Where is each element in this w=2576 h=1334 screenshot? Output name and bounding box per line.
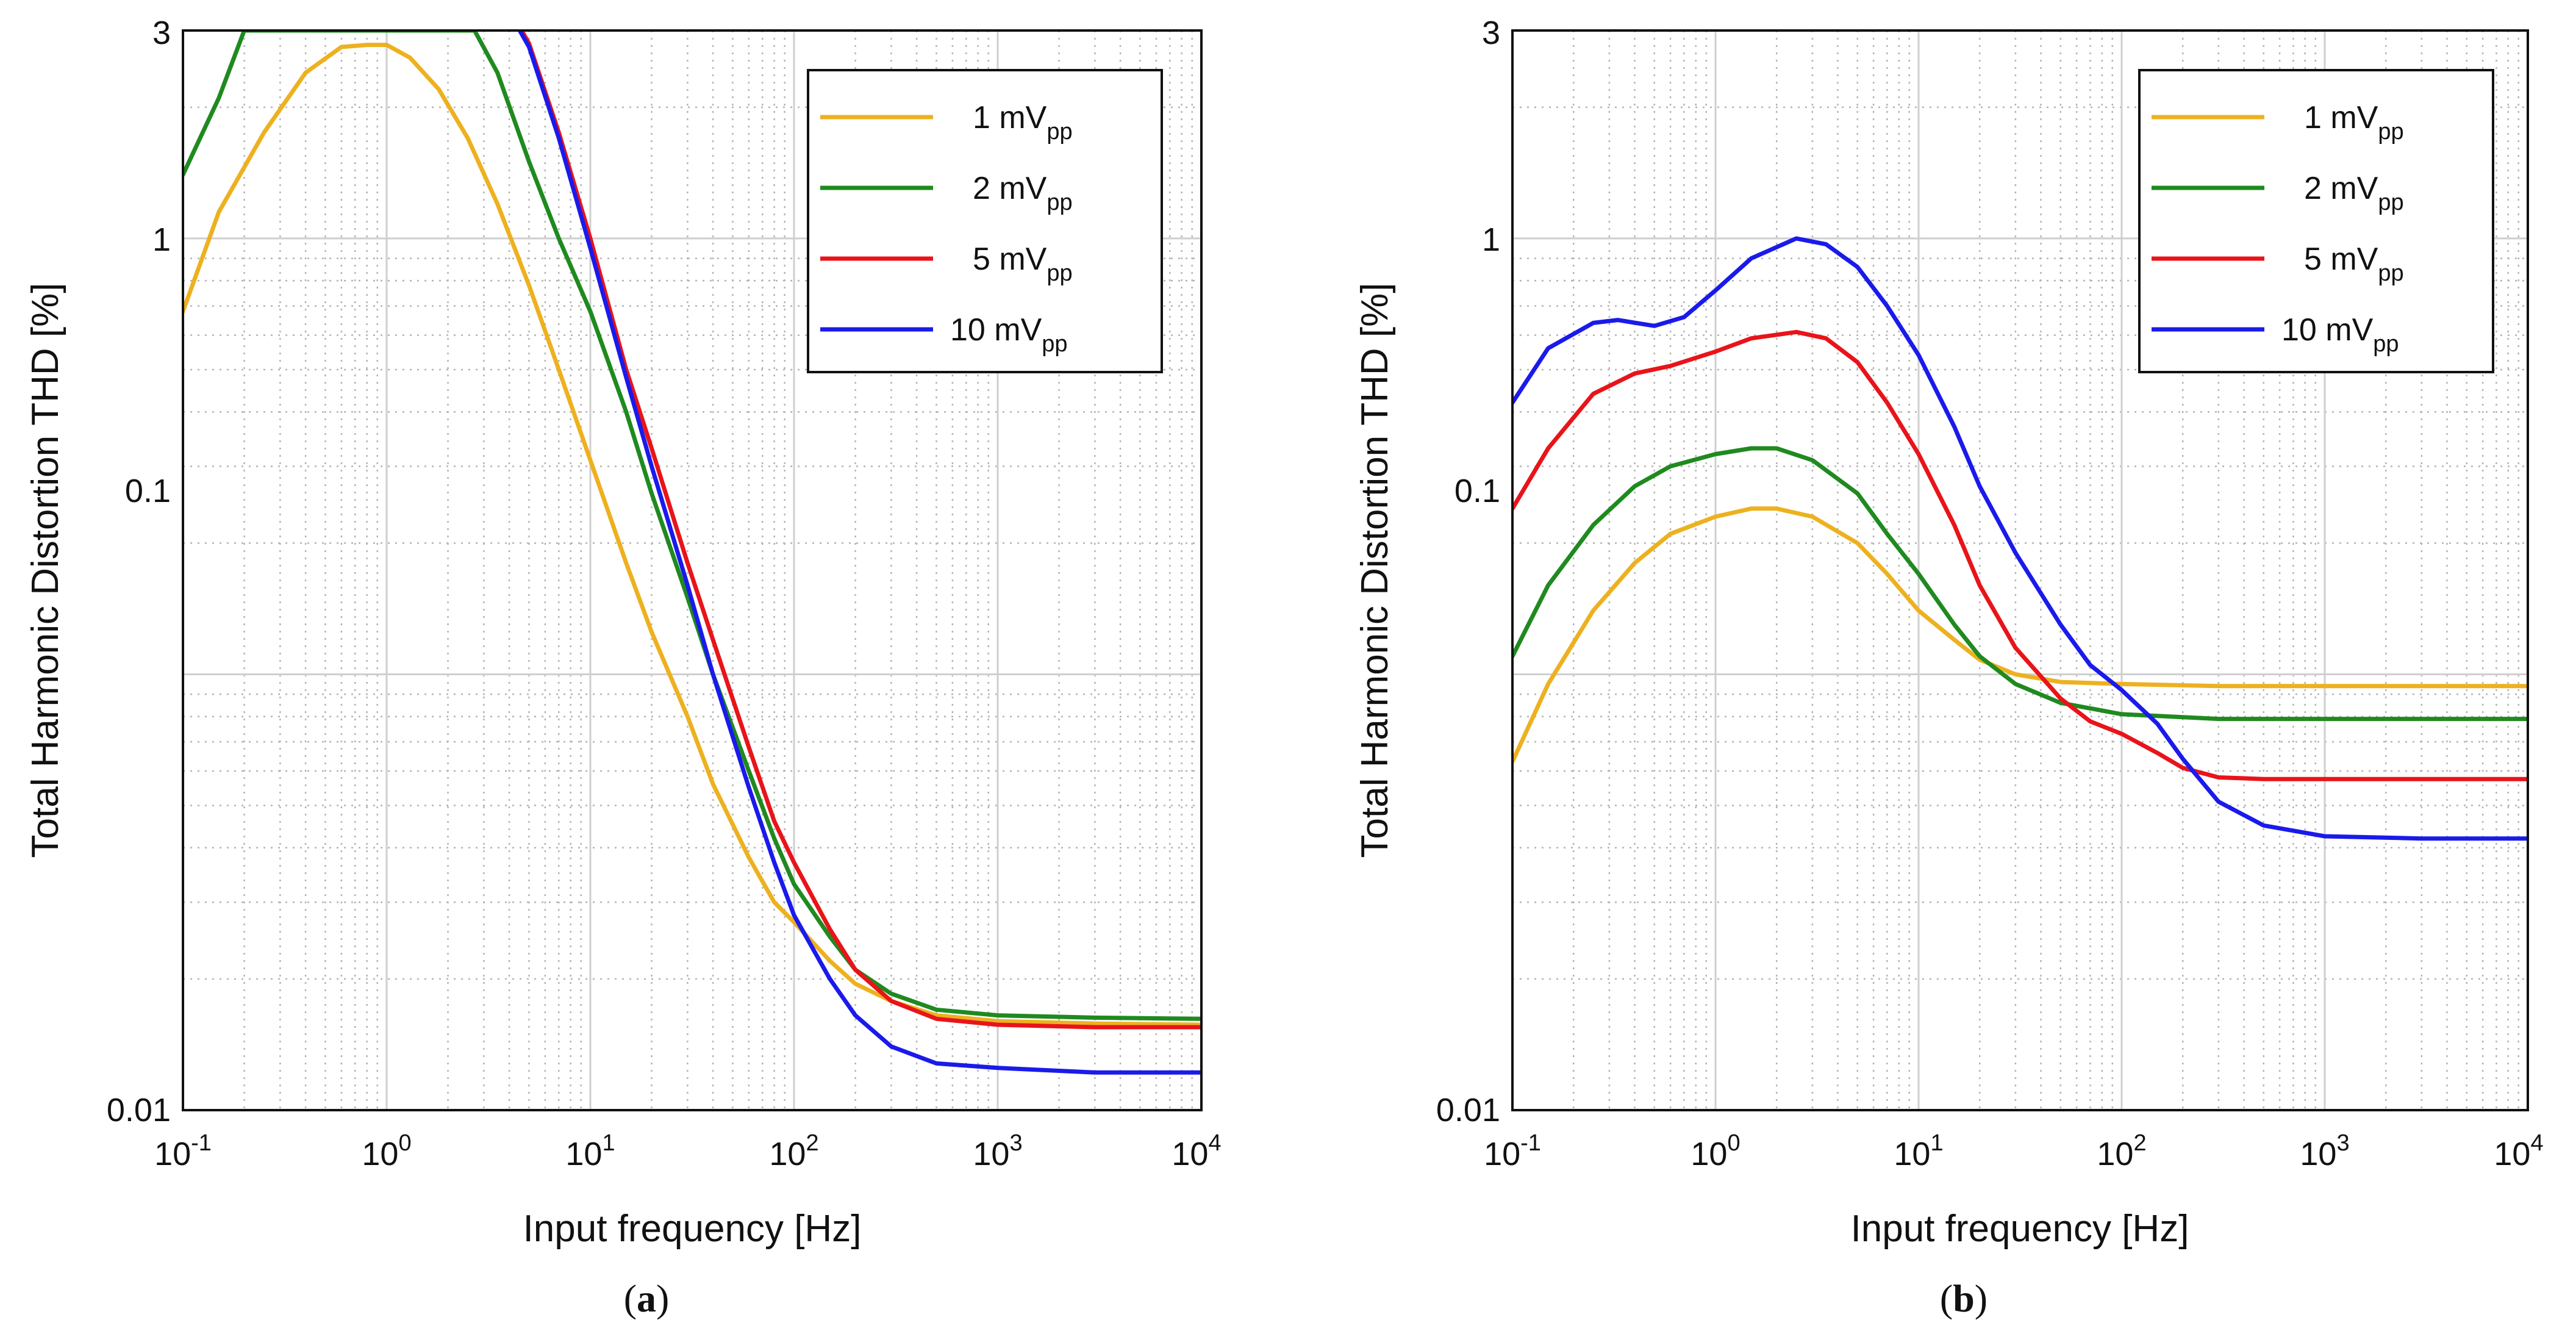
legend-label-1mv: 1 mVpp <box>2304 100 2404 145</box>
major-grid-a <box>183 30 1201 1110</box>
panel-caption-a: (a) <box>624 1277 670 1320</box>
x-tick-label: 101 <box>565 1130 615 1172</box>
x-axis-label-a: Input frequency [Hz] <box>523 1208 862 1250</box>
y-tick-label: 3 <box>1482 15 1500 51</box>
y-tick-label: 0.1 <box>1454 473 1500 509</box>
minor-grid-b <box>1512 30 2528 1110</box>
panel-caption-b: (b) <box>1940 1277 1987 1320</box>
chart-panel-b: 0.01 0.1 1 3 10-1 100 101 102 103 104 In… <box>1354 15 2544 1320</box>
series-line-5mv <box>1512 329 2528 781</box>
x-tick-labels-b: 10-1 100 101 102 103 104 <box>1484 1130 2544 1172</box>
legend-a: 1 mVpp 2 mVpp 5 mVpp 10 mVpp <box>807 69 1163 373</box>
legend-b: 1 mVpp 2 mVpp 5 mVpp 10 mVpp <box>2138 69 2494 373</box>
x-tick-label: 100 <box>362 1130 411 1172</box>
x-tick-label: 100 <box>1690 1130 1740 1172</box>
y-axis-label-a: Total Harmonic Distortion THD [%] <box>24 283 66 858</box>
legend-box <box>2138 69 2494 373</box>
x-tick-label: 104 <box>2494 1130 2543 1172</box>
x-tick-label: 103 <box>2300 1130 2349 1172</box>
series-line-2mv <box>1512 446 2528 722</box>
plot-frame-a <box>182 29 1203 1111</box>
legend-label-1mv: 1 mVpp <box>973 100 1073 145</box>
x-tick-label: 101 <box>1894 1130 1943 1172</box>
series-line-5mv <box>519 30 1201 1030</box>
y-axis-label-b: Total Harmonic Distortion THD [%] <box>1354 283 1396 858</box>
legend-label-2mv: 2 mVpp <box>973 171 1073 215</box>
x-tick-label: 102 <box>769 1130 818 1172</box>
y-tick-labels-b: 0.01 0.1 1 3 <box>1436 15 1500 1128</box>
x-tick-label: 10-1 <box>1484 1130 1541 1172</box>
legend-box <box>807 69 1163 373</box>
x-tick-label: 103 <box>973 1130 1022 1172</box>
chart-panel-a: 0.01 0.1 1 3 10-1 100 101 102 103 104 In… <box>24 15 1222 1320</box>
series-line-10mv <box>1512 236 2528 841</box>
series-layer-a <box>183 30 1201 1075</box>
legend-label-5mv: 5 mVpp <box>2304 242 2404 286</box>
legend-label-10mv: 10 mVpp <box>950 312 1068 357</box>
legend-label-10mv: 10 mVpp <box>2281 312 2399 357</box>
y-tick-label: 0.01 <box>107 1092 171 1128</box>
legend-label-5mv: 5 mVpp <box>973 242 1073 286</box>
x-axis-label-b: Input frequency [Hz] <box>1851 1208 2189 1250</box>
series-line-1mv <box>183 43 1201 1027</box>
y-tick-label: 0.1 <box>125 473 171 509</box>
y-tick-label: 1 <box>1482 221 1500 258</box>
y-tick-label: 3 <box>152 15 171 51</box>
series-line-10mv <box>517 30 1201 1075</box>
minor-grid-a <box>183 30 1201 1110</box>
series-layer-b <box>1512 236 2528 841</box>
x-tick-label: 104 <box>1172 1130 1221 1172</box>
legend-label-2mv: 2 mVpp <box>2304 171 2404 215</box>
x-tick-label: 102 <box>2097 1130 2146 1172</box>
y-tick-label: 1 <box>152 221 171 258</box>
y-tick-label: 0.01 <box>1436 1092 1500 1128</box>
y-tick-labels-a: 0.01 0.1 1 3 <box>107 15 171 1128</box>
plot-frame-b <box>1511 29 2529 1111</box>
x-tick-label: 10-1 <box>154 1130 212 1172</box>
x-tick-labels-a: 10-1 100 101 102 103 104 <box>154 1130 1222 1172</box>
